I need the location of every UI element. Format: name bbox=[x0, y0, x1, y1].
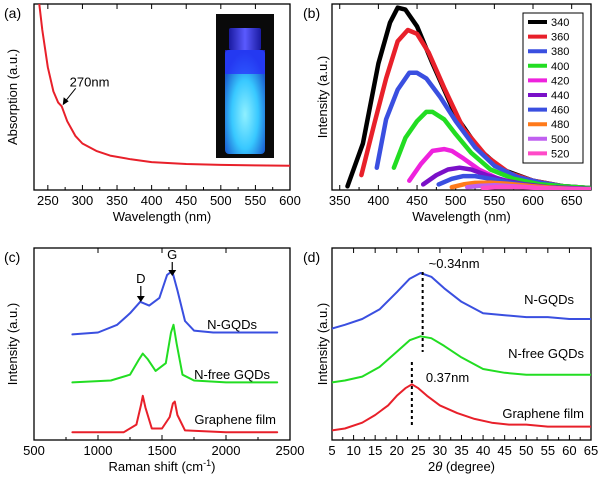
legend-label: 380 bbox=[551, 46, 569, 58]
y-axis-label: Absorption (a.u.) bbox=[5, 49, 20, 145]
annotation-label: 270nm bbox=[70, 74, 110, 89]
series-line-n-free-gqds bbox=[71, 323, 279, 384]
plot-frame bbox=[331, 3, 592, 191]
legend: 340 360 380 400 420 440 460 480 500 520 bbox=[522, 12, 584, 164]
x-axis-label-sup: -1 bbox=[203, 458, 211, 468]
x-tick-label: 30 bbox=[433, 443, 447, 458]
x-tick-label: 450 bbox=[175, 193, 197, 208]
x-tick-label: 400 bbox=[141, 193, 163, 208]
x-axis-label-main: Raman shift (cm bbox=[109, 459, 204, 474]
y-axis-label: Intensity (a.u.) bbox=[315, 303, 330, 385]
series-label: N-GQDs bbox=[524, 292, 574, 307]
x-axis-label-post: (degree) bbox=[442, 459, 495, 474]
x-tick-label: 40 bbox=[476, 443, 490, 458]
x-axis-label: Wavelength (nm) bbox=[113, 209, 212, 224]
panel-label: (a) bbox=[4, 5, 21, 21]
x-tick-label: 600 bbox=[522, 193, 544, 208]
series-line-graphene-film bbox=[71, 394, 279, 434]
x-axis-label-close: ) bbox=[211, 459, 215, 474]
y-axis-label: Intensity (a.u.) bbox=[315, 56, 330, 138]
x-tick-label: 5 bbox=[328, 443, 335, 458]
x-tick-label: 550 bbox=[245, 193, 267, 208]
annotation-arrowhead bbox=[62, 97, 69, 106]
x-axis-label: Raman shift (cm-1) bbox=[109, 458, 216, 474]
plot-frame bbox=[33, 3, 291, 191]
x-tick-label: 500 bbox=[445, 193, 467, 208]
x-tick-label: 45 bbox=[497, 443, 511, 458]
series-lines bbox=[345, 5, 591, 190]
x-tick-label: 350 bbox=[106, 193, 128, 208]
x-tick-label: 500 bbox=[23, 443, 45, 458]
x-tick-label: 1500 bbox=[148, 443, 177, 458]
x-axis-label: Wavelength (nm) bbox=[412, 209, 511, 224]
x-tick-label: 50 bbox=[519, 443, 533, 458]
vial-neck bbox=[225, 50, 265, 74]
legend-label: 480 bbox=[551, 119, 569, 131]
x-axis-label-pre: 2 bbox=[428, 459, 435, 474]
series-line-graphene-film bbox=[332, 383, 591, 432]
legend-label: 340 bbox=[551, 17, 569, 29]
x-tick-label: 2500 bbox=[276, 443, 305, 458]
x-tick-label: 55 bbox=[541, 443, 555, 458]
x-tick-label: 20 bbox=[390, 443, 404, 458]
x-tick-label: 25 bbox=[411, 443, 425, 458]
x-tick-label: 450 bbox=[406, 193, 428, 208]
panel-label: (d) bbox=[303, 249, 320, 265]
x-tick-label: 10 bbox=[346, 443, 360, 458]
x-tick-label: 400 bbox=[368, 193, 390, 208]
series-lines bbox=[71, 270, 279, 434]
panel-label: (b) bbox=[303, 5, 320, 21]
series-label: Graphene film bbox=[502, 406, 584, 421]
series-label: Graphene film bbox=[194, 412, 276, 427]
x-tick-label: 600 bbox=[279, 193, 301, 208]
series-line-n-gqds bbox=[332, 272, 591, 330]
series-label: N-GQDs bbox=[207, 317, 257, 332]
series-label: N-free GQDs bbox=[508, 346, 584, 361]
panel-a: (a) 250 300 350 400 450 500 550 600 Wavelength (n… bbox=[4, 3, 301, 224]
x-tick-label: 350 bbox=[329, 193, 351, 208]
x-tick-label: 35 bbox=[454, 443, 468, 458]
series-label: N-free GQDs bbox=[194, 367, 270, 382]
legend-label: 360 bbox=[551, 32, 569, 44]
x-tick-label: 65 bbox=[584, 443, 598, 458]
x-axis-label-theta: θ bbox=[435, 459, 442, 474]
x-tick-label: 15 bbox=[368, 443, 382, 458]
legend-label: 520 bbox=[551, 148, 569, 160]
series-lines bbox=[332, 272, 591, 432]
x-tick-label: 1000 bbox=[84, 443, 113, 458]
panel-c: (c) 500 1000 1500 2000 2500 Raman shift (cm-1)… bbox=[4, 247, 304, 474]
x-tick-label: 60 bbox=[562, 443, 576, 458]
series-lines bbox=[38, 4, 290, 167]
y-axis-label: Intensity (a.u.) bbox=[5, 303, 20, 385]
inset-photo bbox=[216, 14, 274, 158]
x-tick-label: 650 bbox=[561, 193, 583, 208]
series-line-red bbox=[38, 4, 290, 167]
panel-label: (c) bbox=[4, 249, 20, 265]
peak-label-d: D bbox=[136, 271, 145, 286]
x-tick-label: 550 bbox=[484, 193, 506, 208]
x-tick-label: 250 bbox=[37, 193, 59, 208]
peak-arrowhead-d bbox=[136, 296, 145, 302]
panel-b: (b) 350 400 450 500 550 600 650 Wavelength (nm) I… bbox=[303, 3, 592, 224]
x-tick-label: 300 bbox=[72, 193, 94, 208]
peak-annotation-2: 0.37nm bbox=[426, 370, 469, 385]
x-tick-label: 2000 bbox=[212, 443, 241, 458]
x-tick-label: 500 bbox=[210, 193, 232, 208]
vial-body bbox=[225, 50, 265, 154]
vial-cap bbox=[229, 28, 261, 50]
series-line-n-gqds bbox=[71, 270, 279, 336]
peak-annotation-1: ~0.34nm bbox=[429, 256, 480, 271]
series-line-520 bbox=[480, 184, 591, 190]
panel-d: (d) 5 10 15 20 25 30 35 40 45 50 55 60 65 2θ (degree) I… bbox=[303, 247, 598, 474]
legend-label: 400 bbox=[551, 61, 569, 73]
legend-label: 460 bbox=[551, 105, 569, 117]
legend-label: 440 bbox=[551, 90, 569, 102]
series-line-n-free-gqds bbox=[332, 335, 591, 384]
legend-label: 420 bbox=[551, 75, 569, 87]
legend-label: 500 bbox=[551, 134, 569, 146]
peak-arrowhead-g bbox=[168, 270, 177, 276]
x-axis-label: 2θ (degree) bbox=[428, 459, 495, 474]
peak-label-g: G bbox=[167, 247, 177, 262]
